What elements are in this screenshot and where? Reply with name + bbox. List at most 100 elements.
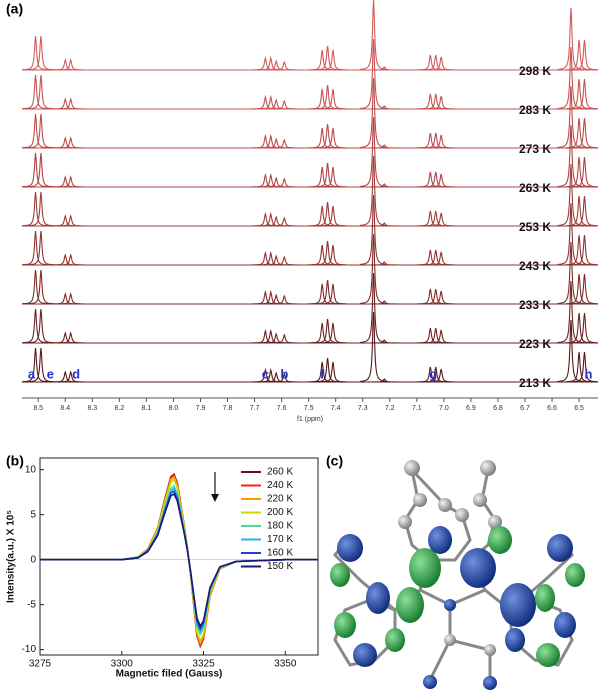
spectrum-peak (359, 155, 388, 226)
panel-label: (a) (6, 1, 23, 17)
spectrum-trace (21, 311, 599, 383)
spectrum-peak (370, 183, 398, 188)
legend-label: 200 K (267, 507, 293, 518)
spectrum-peak (359, 0, 388, 70)
spectrum-peak (557, 319, 585, 383)
spectrum-peak (319, 244, 347, 266)
spectrum-peak (557, 85, 585, 149)
spectrum-peak (416, 249, 444, 266)
spectrum-peak (359, 77, 388, 148)
spectrum-peak (262, 254, 290, 266)
spectrum-peak (257, 328, 285, 344)
spectrum-peak (270, 177, 298, 188)
spectrum-peak (51, 175, 79, 188)
spectrum-trace (21, 272, 599, 344)
spectrum-peak (557, 163, 585, 227)
spectrum-peak (422, 366, 450, 383)
spectrum-peak (557, 280, 585, 344)
spectrum-peak (370, 339, 398, 344)
spectrum-peak (319, 361, 347, 383)
spectrum-peak (314, 45, 342, 71)
x-tick-label: 6.5 (574, 405, 584, 412)
spectrum-peak (570, 117, 599, 149)
spectrum-peak (270, 216, 298, 227)
spectrum-peak (57, 331, 85, 344)
spectrum-peak (57, 175, 85, 188)
spectrum-peak (270, 99, 298, 110)
spectrum-peak (416, 54, 444, 71)
spectrum-peak (416, 132, 444, 149)
spectrum-peak (257, 172, 285, 188)
x-tick-label: 3300 (111, 659, 134, 670)
spectrum-peak (370, 261, 398, 266)
x-tick-label: 8.2 (114, 405, 124, 412)
spectrum-peak (359, 116, 388, 187)
spectrum-peak (427, 368, 455, 383)
spectrum-peak (270, 294, 298, 305)
spectrum-trace (21, 0, 599, 71)
spectrum-peak (557, 124, 585, 188)
spectrum-peak (314, 357, 342, 383)
spectrum-peak (270, 333, 298, 344)
spectrum-peak (27, 308, 55, 344)
x-tick-label: 7.9 (196, 405, 206, 412)
spectrum-peak (427, 290, 455, 305)
series-label: 243 K (519, 259, 551, 273)
spectrum-peak (565, 351, 593, 383)
spectrum-peak (370, 378, 398, 383)
plot-frame (39, 457, 319, 656)
spectrum-peak (422, 288, 450, 305)
legend-label: 220 K (267, 494, 293, 505)
spectrum-peak (27, 191, 55, 227)
spectrum-peak (262, 215, 290, 227)
spectrum-peak (570, 39, 599, 71)
x-tick-label: 3350 (274, 659, 297, 670)
spectrum-peak (57, 292, 85, 305)
spectrum-peak (257, 211, 285, 227)
spectrum-peak (51, 214, 79, 227)
spectrum-peak (427, 95, 455, 110)
peak-label: c (262, 366, 269, 381)
spectrum-peak (319, 127, 347, 149)
spectrum-peak (262, 59, 290, 71)
spectrum-peak (51, 292, 79, 305)
spectrum-peak (319, 283, 347, 305)
spectrum-peak (308, 361, 336, 383)
spectrum-trace (21, 77, 599, 149)
trend-arrow-head (211, 494, 219, 502)
spectrum-peak (570, 273, 599, 305)
spectrum-peak (308, 166, 336, 188)
spectrum-peak (422, 249, 450, 266)
spectrum-peak (51, 253, 79, 266)
spectrum-peak (416, 93, 444, 110)
spectrum-peak (51, 58, 79, 71)
spectrum-peak (308, 322, 336, 344)
spectrum-peak (557, 46, 585, 110)
spectrum-peak (422, 327, 450, 344)
spectrum-trace (21, 38, 599, 110)
spectrum-peak (308, 283, 336, 305)
legend-label: 240 K (267, 480, 293, 491)
x-tick-label: 6.9 (466, 405, 476, 412)
y-axis-title: Intensity(a.u.) X 10⁵ (6, 510, 17, 603)
panel-label: (c) (326, 453, 343, 469)
spectrum-peak (416, 210, 444, 227)
spectrum-peak (314, 84, 342, 110)
spectrum-peak (27, 35, 55, 71)
x-tick-label: 6.7 (520, 405, 530, 412)
spectrum-peak (257, 94, 285, 110)
spectrum-peak (51, 370, 79, 383)
spectrum-peak (370, 66, 398, 71)
spectrum-peak (319, 49, 347, 71)
peak-label: h (585, 366, 593, 381)
spectrum-peak (422, 132, 450, 149)
spectrum-peak (422, 54, 450, 71)
spectrum-peak (57, 253, 85, 266)
spectrum-peak (359, 311, 388, 382)
y-tick-label: 10 (25, 464, 37, 475)
spectrum-peak (308, 244, 336, 266)
spectrum-peak (270, 138, 298, 149)
spectrum-peak (427, 251, 455, 266)
peak-label: d (72, 366, 80, 381)
spectrum-peak (570, 195, 599, 227)
